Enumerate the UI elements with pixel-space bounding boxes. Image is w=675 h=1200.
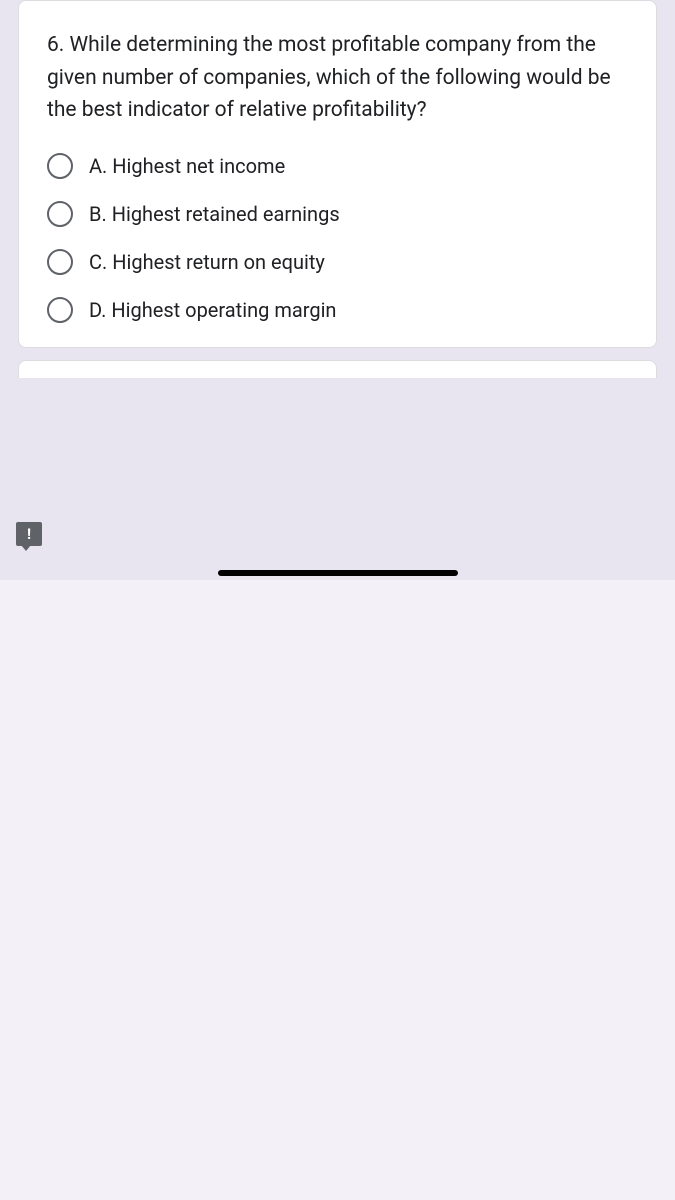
feedback-icon[interactable]: ! [16, 522, 42, 546]
radio-icon[interactable] [47, 249, 73, 275]
radio-icon[interactable] [47, 297, 73, 323]
radio-icon[interactable] [47, 153, 73, 179]
options-list: A. Highest net income B. Highest retaine… [47, 153, 628, 323]
question-text: 6. While determining the most profitable… [47, 29, 628, 127]
radio-icon[interactable] [47, 201, 73, 227]
option-label: C. Highest return on equity [89, 250, 325, 274]
option-label: B. Highest retained earnings [89, 202, 340, 226]
option-c[interactable]: C. Highest return on equity [47, 249, 628, 275]
next-card-peek [18, 360, 657, 378]
option-b[interactable]: B. Highest retained earnings [47, 201, 628, 227]
option-label: D. Highest operating margin [89, 298, 336, 322]
lower-background [0, 580, 675, 1200]
question-card: 6. While determining the most profitable… [18, 0, 657, 348]
exclaim-icon: ! [27, 527, 31, 542]
option-a[interactable]: A. Highest net income [47, 153, 628, 179]
option-d[interactable]: D. Highest operating margin [47, 297, 628, 323]
home-indicator[interactable] [218, 570, 458, 576]
option-label: A. Highest net income [89, 154, 285, 178]
